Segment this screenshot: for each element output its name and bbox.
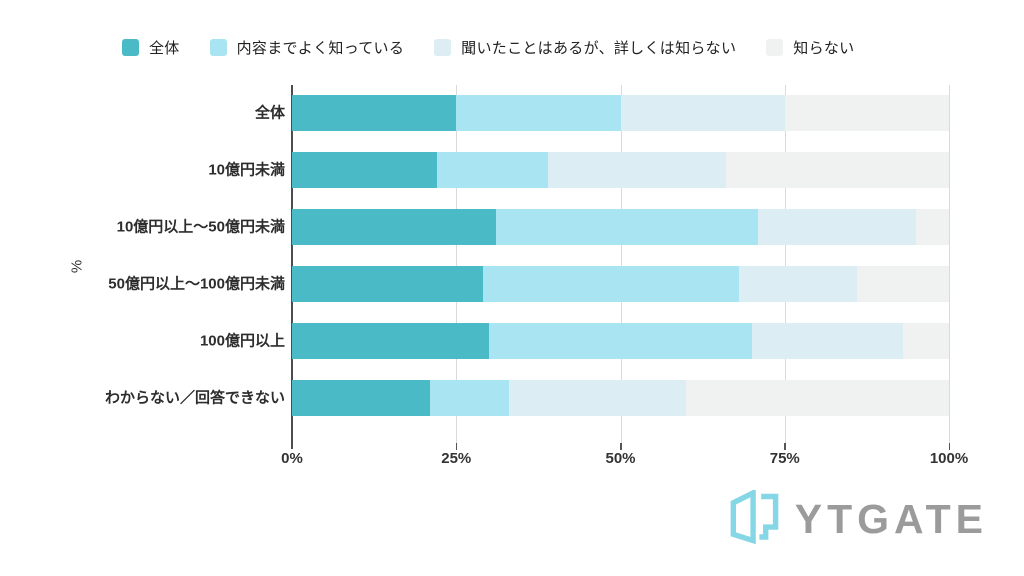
legend-item: 知らない bbox=[766, 37, 854, 58]
x-tick-label: 0% bbox=[281, 450, 303, 467]
bar-segment bbox=[916, 209, 949, 245]
bar-segment bbox=[292, 380, 430, 416]
tick-mark bbox=[455, 443, 458, 450]
bar-segment bbox=[292, 152, 437, 188]
bar-row bbox=[292, 266, 949, 302]
bar-segment bbox=[482, 266, 739, 302]
x-tick-label: 75% bbox=[769, 450, 800, 467]
bar-segment bbox=[429, 380, 509, 416]
logo: YTGATE bbox=[727, 490, 988, 548]
bar-segment bbox=[508, 380, 687, 416]
bar-segment bbox=[456, 95, 621, 131]
bar-segment bbox=[548, 152, 726, 188]
bar-segment bbox=[495, 209, 759, 245]
gridline bbox=[620, 85, 622, 443]
bar-row bbox=[292, 95, 949, 131]
category-label: わからない／回答できない bbox=[104, 389, 285, 407]
bar-segment bbox=[620, 95, 785, 131]
bar-row bbox=[292, 209, 949, 245]
legend-label: 聞いたことはあるが、詳しくは知らない bbox=[461, 40, 737, 57]
gate-icon bbox=[730, 490, 779, 545]
bar-segment bbox=[738, 266, 857, 302]
gridline bbox=[949, 85, 950, 443]
legend-item: 内容までよく知っている bbox=[209, 37, 405, 58]
legend-label: 全体 bbox=[149, 40, 180, 57]
bar-segment bbox=[903, 323, 949, 359]
x-tick-label: 100% bbox=[929, 450, 969, 467]
bar-segment bbox=[292, 209, 496, 245]
bar-segment bbox=[856, 266, 949, 302]
bar-segment bbox=[784, 95, 949, 131]
bar-segment bbox=[436, 152, 549, 188]
bar-row bbox=[292, 380, 949, 416]
bar-segment bbox=[292, 95, 457, 131]
chart-legend: 全体 内容までよく知っている 聞いたことはあるが、詳しくは知らない 知らない bbox=[122, 37, 854, 58]
bar-segment bbox=[751, 323, 903, 359]
bar-segment bbox=[292, 266, 483, 302]
legend-item: 全体 bbox=[122, 37, 180, 58]
category-label: 10億円以上〜50億円未満 bbox=[116, 218, 285, 236]
bar-segment bbox=[725, 152, 949, 188]
legend-label: 知らない bbox=[793, 40, 855, 57]
legend-swatch-icon bbox=[209, 39, 227, 56]
legend-swatch-icon bbox=[122, 39, 139, 56]
tick-mark bbox=[620, 443, 622, 450]
category-label: 100億円以上 bbox=[199, 332, 285, 350]
category-label: 50億円以上〜100億円未満 bbox=[108, 275, 285, 293]
legend-swatch-icon bbox=[766, 39, 784, 56]
plot-area bbox=[291, 85, 950, 450]
x-tick-label: 25% bbox=[441, 450, 472, 467]
bar-segment bbox=[686, 380, 949, 416]
tick-mark bbox=[784, 443, 786, 450]
category-label: 10億円未満 bbox=[208, 161, 285, 179]
tick-mark bbox=[948, 443, 950, 450]
gridline bbox=[456, 85, 458, 443]
legend-swatch-icon bbox=[434, 39, 452, 56]
legend-item: 聞いたことはあるが、詳しくは知らない bbox=[434, 37, 736, 58]
bar-row bbox=[292, 152, 949, 188]
bar-segment bbox=[758, 209, 917, 245]
bar-row bbox=[292, 323, 949, 359]
legend-label: 内容までよく知っている bbox=[236, 40, 405, 57]
x-tick-label: 50% bbox=[605, 450, 636, 467]
category-label: 全体 bbox=[254, 104, 285, 122]
logo-text: YTGATE bbox=[794, 495, 988, 542]
bar-segment bbox=[489, 323, 752, 359]
bar-segment bbox=[292, 323, 490, 359]
gridline bbox=[784, 85, 786, 443]
